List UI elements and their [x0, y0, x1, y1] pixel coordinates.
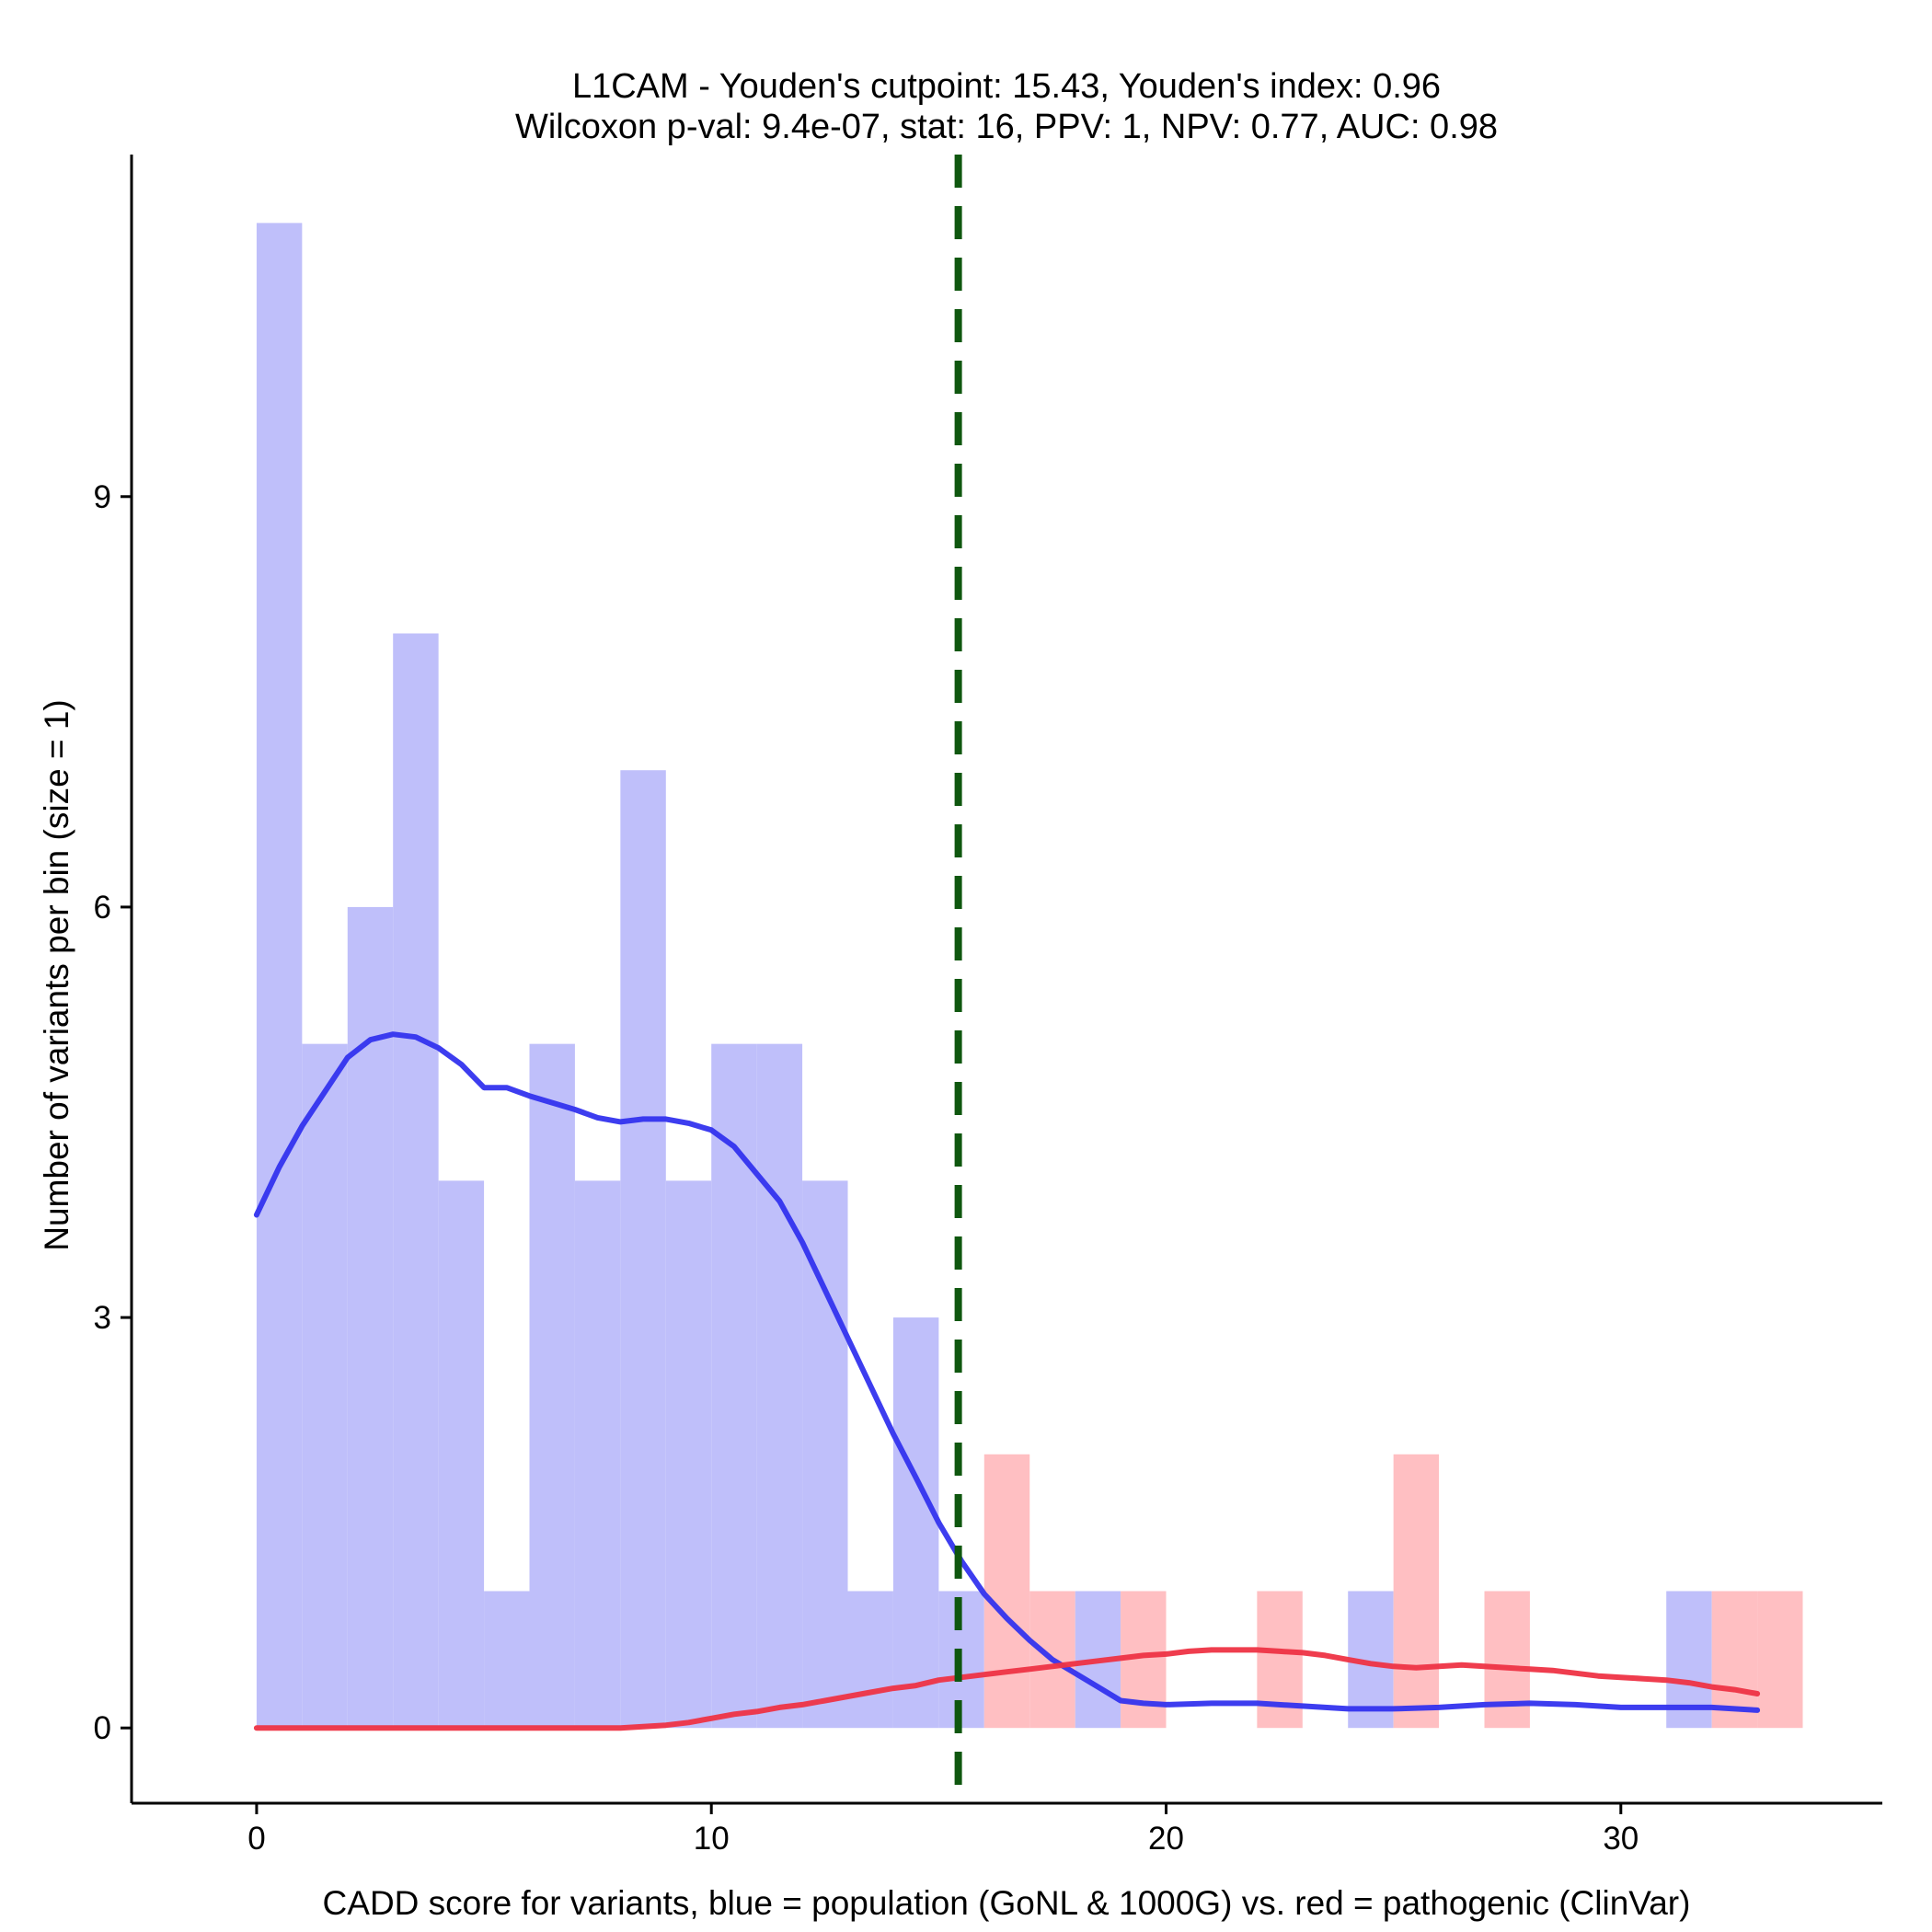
bar-pathogenic-16: [983, 1454, 1030, 1729]
axes: 0 10 20 30 0 3 6 9: [94, 155, 1882, 1857]
x-tick-label-30: 30: [1603, 1821, 1639, 1857]
bar-population-1: [302, 1043, 348, 1729]
bar-population-6: [529, 1043, 575, 1729]
bar-population-14: [892, 1317, 939, 1729]
y-tick-label-3: 3: [94, 1300, 111, 1336]
bar-pathogenic-27: [1484, 1591, 1530, 1729]
chart-title-line-1: L1CAM - Youden's cutpoint: 15.43, Youden…: [572, 67, 1441, 106]
x-tick-label-0: 0: [247, 1821, 265, 1857]
bar-population-13: [847, 1591, 893, 1729]
bar-population-0: [256, 223, 303, 1729]
density-curve-population: [253, 1031, 1761, 1713]
x-axis-title: CADD score for variants, blue = populati…: [323, 1884, 1691, 1922]
bar-population-7: [574, 1180, 621, 1729]
y-tick-label-9: 9: [94, 479, 111, 515]
bar-population-9: [665, 1180, 712, 1729]
histogram-bars: [256, 223, 1803, 1729]
bar-population-5: [484, 1591, 530, 1729]
density-curve-pathogenic: [253, 1647, 1761, 1731]
bar-population-4: [438, 1180, 485, 1729]
density-curves: [253, 1031, 1761, 1731]
bar-population-10: [711, 1043, 757, 1729]
bar-pathogenic-33: [1757, 1591, 1803, 1729]
y-tick-label-0: 0: [94, 1710, 111, 1746]
y-axis-title: Number of variants per bin (size = 1): [38, 699, 75, 1250]
bar-pathogenic-25: [1393, 1454, 1440, 1729]
bar-population-2: [347, 906, 394, 1729]
chart-title-line-2: Wilcoxon p-val: 9.4e-07, stat: 16, PPV: …: [515, 108, 1498, 146]
bar-population-3: [393, 633, 439, 1729]
bar-population-11: [756, 1043, 803, 1729]
x-tick-label-20: 20: [1148, 1821, 1184, 1857]
y-tick-label-6: 6: [94, 890, 111, 926]
bar-population-8: [620, 770, 666, 1729]
x-tick-label-10: 10: [694, 1821, 730, 1857]
bar-population-12: [802, 1180, 848, 1729]
